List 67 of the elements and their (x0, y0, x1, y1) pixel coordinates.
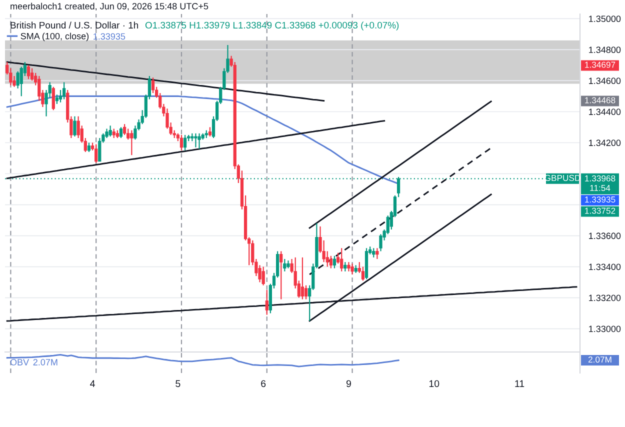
candlestick (329, 255, 332, 269)
y-tick-label: 1.34400 (589, 108, 621, 116)
candlestick (379, 234, 382, 252)
text: 1.34697 (585, 62, 616, 68)
legend-label: SMA (100, close) (20, 32, 89, 42)
candlestick (73, 116, 76, 138)
candlestick (372, 248, 376, 258)
candlestick (20, 66, 23, 97)
candlestick (151, 77, 155, 94)
x-tick-label: 5 (176, 380, 180, 388)
candlestick (52, 86, 55, 111)
candlestick (280, 250, 283, 300)
candlestick (262, 266, 265, 286)
candlestick (332, 255, 336, 269)
y-tick-label: 1.35000 (589, 16, 621, 22)
y-tick-label: 1.33000 (589, 326, 621, 332)
text: 1.34468 (585, 97, 616, 104)
candlestick (304, 284, 308, 300)
candlestick (130, 130, 134, 156)
text: meerbaloch1 created, Jun 09, 2026 15:48 UTC+5 (10, 2, 208, 10)
x-tick-label: 6 (261, 380, 266, 388)
candlestick (126, 128, 130, 140)
y-tick-label: 1.33400 (589, 264, 621, 270)
line-series (6, 120, 386, 180)
y-tick-label: 1.34800 (589, 46, 621, 54)
candlestick (76, 116, 80, 139)
candlestick (122, 124, 126, 136)
annotation: 2.07M (33, 359, 58, 366)
line-series (308, 100, 492, 229)
ref-line-label: 1.33968 11:54 (585, 175, 616, 192)
text: British Pound / U.S. Dollar · 1h (10, 22, 138, 29)
y-tick-label: 1.34600 (589, 78, 621, 84)
candlestick (194, 132, 198, 148)
x-tick-label: 10 (429, 380, 440, 388)
candlestick (30, 68, 34, 82)
candlestick (119, 126, 123, 139)
candlestick (105, 128, 108, 139)
y-tick-label: 1.33200 (589, 294, 621, 302)
candlestick (26, 64, 30, 80)
candlestick (108, 125, 112, 138)
candlestick (87, 142, 91, 153)
candlestick (62, 82, 66, 100)
text: 2.07M (588, 356, 612, 363)
y-tick-label: 1.33600 (589, 232, 621, 240)
candlestick (112, 128, 116, 139)
x-tick-label: 4 (90, 380, 95, 387)
text: 1.33935 (585, 196, 616, 203)
candlestick (344, 262, 347, 272)
candlestick (376, 248, 379, 260)
candlestick (283, 258, 286, 272)
candlestick (208, 126, 212, 138)
candlestick (361, 266, 365, 282)
candlestick (98, 137, 102, 162)
candlestick (183, 134, 187, 151)
candlestick (198, 132, 201, 150)
text: O1.33875 H1.33979 L1.33849 C1.33968 +0.00093 (+0.07%) (145, 22, 399, 30)
candlestick (300, 256, 304, 300)
text: 1.33752 (585, 208, 616, 214)
series-label: OBV (10, 359, 30, 366)
line-series (6, 61, 325, 102)
candlestick (347, 262, 350, 272)
x-tick-label: 11 (515, 380, 524, 387)
annotation: 1.33935 (94, 33, 126, 40)
candlestick (340, 248, 344, 272)
candlestick (55, 94, 59, 104)
x-tick-label: 9 (346, 380, 351, 388)
y-tick-label: 1.34200 (589, 140, 621, 146)
